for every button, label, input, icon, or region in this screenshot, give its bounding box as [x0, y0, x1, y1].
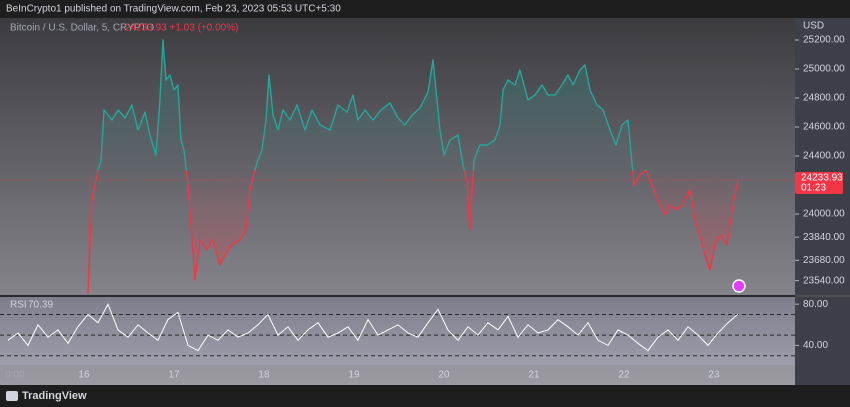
y-tick-label: 24400.00 [803, 151, 845, 162]
y-tick-label: 23540.00 [803, 275, 845, 286]
x-tick-label: 0:00 [5, 370, 25, 381]
y-tick-label: 24800.00 [803, 93, 845, 104]
x-tick-label: 16 [78, 370, 90, 381]
x-tick-label: 21 [528, 370, 540, 381]
last-price-label: 24233.93 [801, 173, 843, 184]
y-tick-label: 24600.00 [803, 122, 845, 133]
x-tick-label: 18 [258, 370, 270, 381]
footer-bar [0, 385, 850, 407]
countdown: 01:23 [801, 183, 826, 194]
y-tick-label: 80.00 [803, 299, 828, 310]
symbol-title: Bitcoin / U.S. Dollar, 5, CRYPTO [10, 23, 154, 34]
x-tick-label: 23 [708, 370, 720, 381]
x-tick-label: 19 [348, 370, 360, 381]
y-tick-label: 23680.00 [803, 255, 845, 266]
x-tick-label: 17 [168, 370, 180, 381]
rsi-line [7, 303, 739, 352]
y-tick-label: 40.00 [803, 340, 828, 351]
last-price-tag [795, 172, 843, 195]
y-tick-label: 25000.00 [803, 64, 845, 75]
header-bar [0, 0, 850, 18]
x-tick-label: 22 [618, 370, 630, 381]
y-tick-label: 23840.00 [803, 232, 845, 243]
header-text: BeInCrypto1 published on TradingView.com… [6, 4, 341, 15]
footer-brand: TradingView [22, 390, 87, 402]
currency: USD [803, 21, 824, 32]
price-area [87, 40, 738, 294]
x-tick-label: 20 [438, 370, 450, 381]
y-tick-label: 25200.00 [803, 35, 845, 46]
price-line [87, 39, 739, 295]
brand-logo [6, 391, 18, 401]
event-icon[interactable] [732, 279, 746, 293]
rsi-title: RSI [10, 300, 27, 311]
rsi-value: 70.39 [28, 300, 53, 311]
price-axis [795, 18, 850, 385]
y-tick-label: 24000.00 [803, 209, 845, 220]
quote[interactable]: 24233.93 +1.03 (+0.00%) [125, 23, 238, 34]
